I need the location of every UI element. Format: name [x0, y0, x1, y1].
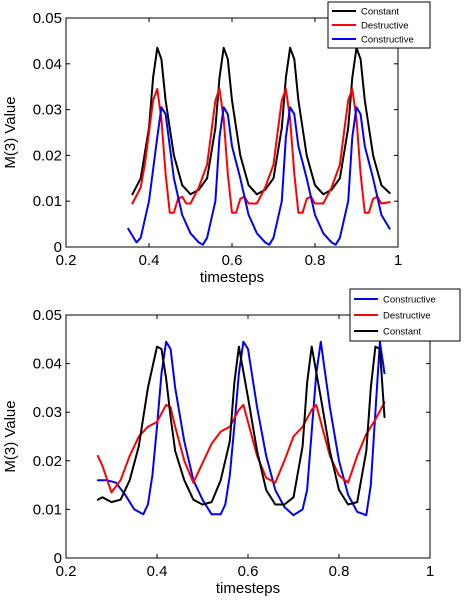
y-axis-title: M(3) Value	[2, 400, 19, 472]
series-line-constant	[131, 46, 391, 196]
legend-label-constructive: Constructive	[383, 295, 436, 306]
legend-label-destructive: Destructive	[383, 311, 431, 322]
series-line-constructive	[127, 106, 391, 246]
x-tick-label: 1	[394, 252, 402, 269]
x-tick-label: 1	[426, 563, 434, 580]
chart-bottom: 0.2 0.4 0.6 0.8 1 0 0.01 0.02 0.03 0.04 0.05 timest…	[2, 288, 461, 597]
chart-top: 0.2 0.4 0.6 0.8 1 0 0.01 0.02 0.03 0.04 0.05 timest…	[2, 1, 431, 286]
x-tick-label: 0.2	[56, 563, 77, 580]
y-tick-label: 0.01	[33, 193, 62, 210]
y-tick-label: 0.02	[33, 453, 62, 470]
y-tick-label: 0	[54, 550, 62, 567]
legend: Constant Destructive Constructive	[327, 1, 431, 49]
y-tick-label: 0.05	[33, 10, 62, 27]
x-tick-label: 0.6	[222, 252, 243, 269]
y-tick-label: 0.04	[33, 56, 62, 73]
legend-label-constant: Constant	[361, 7, 399, 18]
y-tick-label: 0.04	[33, 356, 62, 373]
y-tick-label: 0.03	[33, 102, 62, 119]
y-tick-label: 0.02	[33, 147, 62, 164]
x-axis-title: timesteps	[200, 269, 264, 286]
series-line-constant	[96, 345, 386, 506]
legend-label-destructive: Destructive	[361, 21, 409, 32]
x-axis-title: timesteps	[216, 580, 280, 597]
series-line-constructive	[96, 340, 386, 517]
legend-label-constructive: Constructive	[361, 35, 414, 46]
x-tick-label: 0.8	[305, 252, 326, 269]
legend-label-constant: Constant	[383, 327, 421, 338]
x-tick-label: 0.8	[329, 563, 350, 580]
y-tick-label: 0.05	[33, 307, 62, 324]
x-tick-label: 0.4	[147, 563, 168, 580]
x-tick-label: 0.4	[139, 252, 160, 269]
series-line-destructive	[131, 88, 391, 214]
x-tick-label: 0.6	[238, 563, 259, 580]
legend: Constructive Destructive Constant	[349, 288, 461, 342]
series-line-destructive	[96, 401, 386, 494]
y-tick-label: 0	[54, 239, 62, 256]
x-tick-label: 0.2	[56, 252, 77, 269]
y-axis-title: M(3) Value	[2, 96, 19, 168]
y-tick-label: 0.01	[33, 501, 62, 518]
y-tick-label: 0.03	[33, 404, 62, 421]
